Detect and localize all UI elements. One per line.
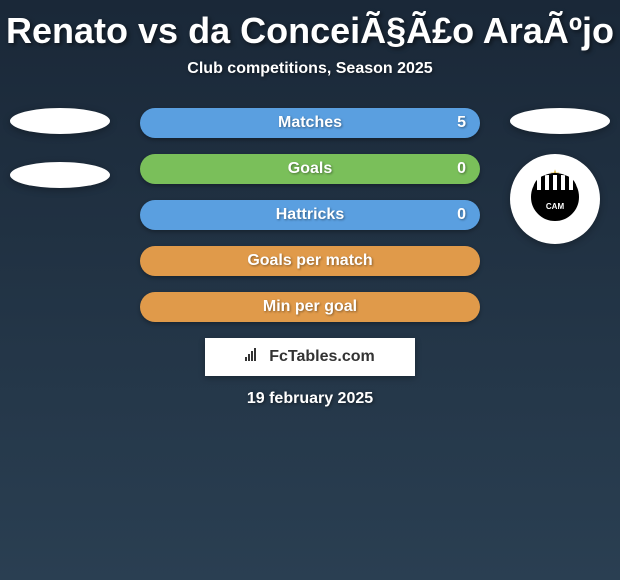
club-badge: ★ CAM (510, 154, 600, 244)
stat-value: 0 (457, 206, 466, 224)
left-badge-1 (10, 108, 110, 134)
shield-body: CAM (531, 173, 579, 221)
page-title: Renato vs da ConceiÃ§Ã£o AraÃºjo (0, 10, 620, 52)
right-player-badges: ★ CAM (510, 108, 610, 244)
stat-label: Matches (278, 114, 342, 132)
brand-box[interactable]: FcTables.com (205, 338, 415, 376)
stat-label: Hattricks (276, 206, 344, 224)
stat-row-goals: Goals 0 (140, 154, 480, 184)
stat-label: Goals (288, 160, 332, 178)
subtitle: Club competitions, Season 2025 (0, 60, 620, 78)
shield-text: CAM (546, 203, 564, 211)
stat-rows: Matches 5 Goals 0 Hattricks 0 Goals per … (140, 108, 480, 322)
chart-icon (245, 347, 265, 367)
left-player-badges (10, 108, 110, 216)
stat-row-hattricks: Hattricks 0 (140, 200, 480, 230)
date-text: 19 february 2025 (0, 390, 620, 408)
stat-label: Goals per match (247, 252, 372, 270)
brand-text: FcTables.com (269, 348, 375, 366)
stat-value: 0 (457, 160, 466, 178)
right-badge-1 (510, 108, 610, 134)
stats-area: ★ CAM Matches 5 Goals 0 Hattricks 0 (0, 108, 620, 408)
stat-row-goals-per-match: Goals per match (140, 246, 480, 276)
stat-row-matches: Matches 5 (140, 108, 480, 138)
club-shield-icon: ★ CAM (531, 173, 579, 225)
comparison-card: Renato vs da ConceiÃ§Ã£o AraÃºjo Club co… (0, 0, 620, 418)
shield-stripes (533, 175, 577, 190)
stat-label: Min per goal (263, 298, 357, 316)
stat-value: 5 (457, 114, 466, 132)
left-badge-2 (10, 162, 110, 188)
stat-row-min-per-goal: Min per goal (140, 292, 480, 322)
